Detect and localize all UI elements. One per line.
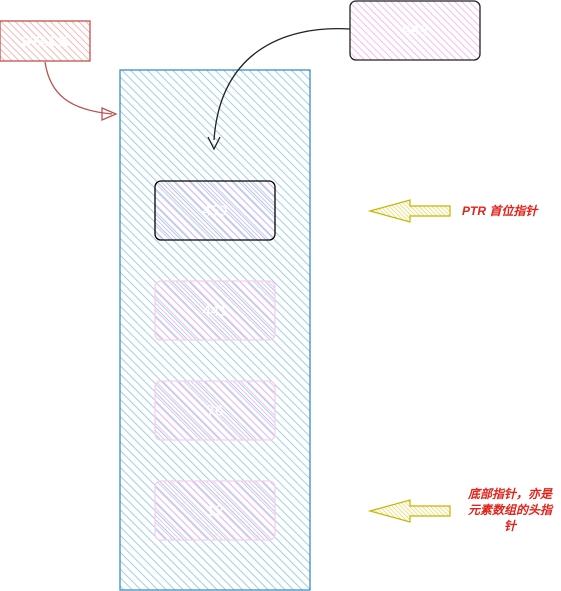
stack-item-value: 441 [202,303,227,320]
stack-label-box: STACK [0,20,91,62]
push-item-value: 999 [402,23,427,40]
push-item-box: 999 [349,0,481,61]
stack-item-0: 459 [154,180,276,241]
stack-item-3: 12 [154,480,276,541]
top-pointer-note: PTR 首位指针 [462,204,539,218]
stack-item-value: 12 [207,503,224,520]
stack-item-value: 459 [202,203,227,220]
bottom-pointer-note-line-1: 底部指针，亦是 [467,487,553,501]
bottom-pointer-note-line-3: 针 [504,519,518,533]
stack-label: STACK [21,33,68,49]
stack-item-value: 76 [207,403,224,420]
push-arrow [207,28,351,151]
bottom-pointer-arrow-icon [367,499,451,523]
stack-item-1: 441 [154,280,276,341]
top-pointer-arrow-icon [367,199,451,223]
bottom-pointer-note-line-2: 元素数组的头指 [468,503,554,517]
stack-label-arrow [44,61,118,121]
stack-item-2: 76 [154,380,276,441]
